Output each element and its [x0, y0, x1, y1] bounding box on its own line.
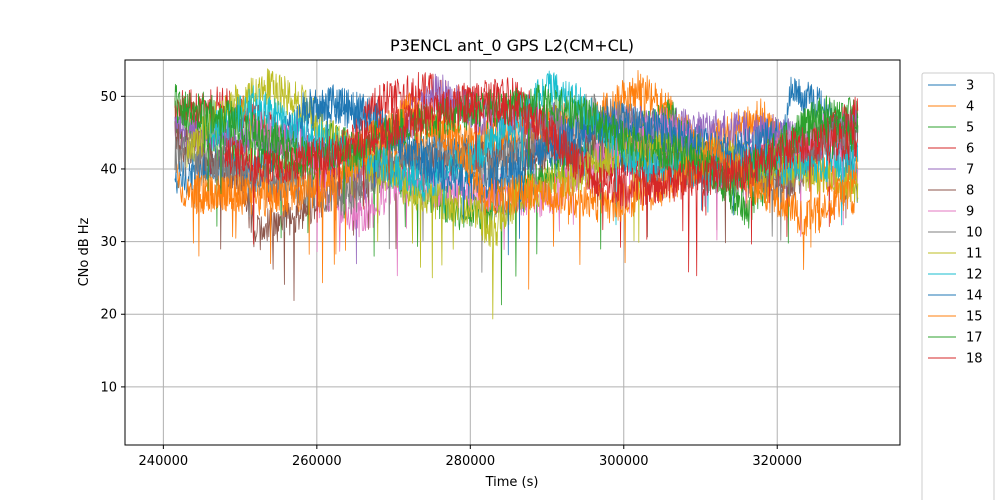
y-tick-label: 30: [100, 235, 117, 250]
legend-label: 4: [966, 100, 974, 115]
chart-title: P3ENCL ant_0 GPS L2(CM+CL): [390, 36, 634, 56]
series-layer: [174, 68, 859, 320]
tick-layer: 240000 260000 280000 300000 320000 10 20 30 40 50: [100, 90, 802, 469]
x-tick-label: 240000: [139, 454, 189, 469]
x-tick-label: 260000: [292, 454, 342, 469]
legend-label: 18: [966, 352, 983, 367]
legend-label: 11: [966, 247, 983, 262]
legend-label: 3: [966, 79, 974, 94]
x-tick-label: 280000: [445, 454, 495, 469]
plot-frame: [124, 59, 901, 446]
legend-label: 8: [966, 184, 974, 199]
legend-label: 6: [966, 142, 974, 157]
series-line-15: [193, 92, 859, 290]
legend: 3 4 5 6 7 8 9 10 11 12 14 15 17 18: [921, 72, 995, 500]
legend-label: 17: [966, 331, 983, 346]
x-tick-label: 300000: [599, 454, 649, 469]
legend-label: 10: [966, 226, 983, 241]
x-tick-label: 320000: [752, 454, 802, 469]
x-axis-title: Time (s): [485, 475, 539, 490]
y-tick-label: 40: [100, 162, 117, 177]
y-tick-label: 20: [100, 308, 117, 323]
y-axis-title: CNo dB Hz: [77, 217, 92, 286]
legend-label: 12: [966, 268, 983, 283]
legend-label: 15: [966, 310, 983, 325]
y-tick-label: 10: [100, 380, 117, 395]
y-tick-label: 50: [100, 90, 117, 105]
legend-label: 9: [966, 205, 974, 220]
legend-label: 7: [966, 163, 974, 178]
series-line-18: [224, 85, 858, 277]
legend-label: 14: [966, 289, 983, 304]
legend-label: 5: [966, 121, 974, 136]
legend-box: [921, 72, 995, 500]
